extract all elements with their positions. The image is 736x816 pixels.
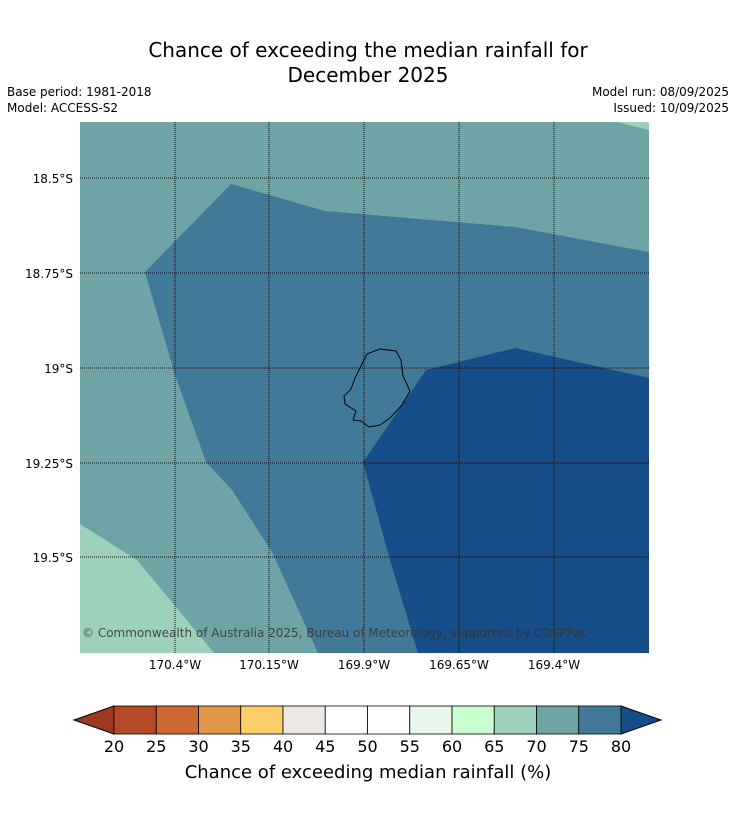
colorbar-segment — [282, 705, 326, 735]
colorbar-tick-label: 35 — [231, 737, 251, 756]
colorbar-segment — [198, 705, 242, 735]
colorbar-segment — [155, 705, 199, 735]
latitude-labels: 18.5°S 18.75°S 19°S 19.25°S 19.5°S — [25, 172, 73, 565]
colorbar-tick-label: 75 — [569, 737, 589, 756]
copyright-text: © Commonwealth of Australia 2025, Bureau… — [82, 626, 587, 640]
colorbar-tick-label: 20 — [104, 737, 124, 756]
longitude-labels: 170.4°W 170.15°W 169.9°W 169.65°W 169.4°… — [149, 658, 580, 672]
map-title: Chance of exceeding the median rainfall … — [0, 38, 736, 88]
region-80-plus — [363, 348, 649, 653]
colorbar-segment — [113, 705, 157, 735]
lat-label: 18.5°S — [33, 172, 73, 186]
model-run-text: Model run: 08/09/2025 — [591, 85, 729, 99]
colorbar-tick-label: 50 — [357, 737, 377, 756]
lat-label: 19.5°S — [33, 551, 73, 565]
left-metadata: Base period: 1981-2018 Model: ACCESS-S2 — [7, 84, 152, 116]
issued-text: Issued: 10/09/2025 — [613, 101, 729, 115]
lat-label: 18.75°S — [25, 267, 73, 281]
colorbar-segment — [409, 705, 453, 735]
lon-label: 170.15°W — [239, 658, 299, 672]
colorbar-over-arrow — [620, 705, 663, 735]
title-line-2: December 2025 — [287, 63, 449, 87]
map-area: © Commonwealth of Australia 2025, Bureau… — [80, 122, 649, 653]
colorbar-tick-label: 60 — [442, 737, 462, 756]
lat-label: 19°S — [44, 362, 73, 376]
colorbar-tick-label: 70 — [526, 737, 546, 756]
lon-label: 170.4°W — [149, 658, 201, 672]
colorbar-tick-label: 45 — [315, 737, 335, 756]
colorbar-tick-label: 30 — [188, 737, 208, 756]
colorbar-segment — [451, 705, 495, 735]
colorbar-segment — [536, 705, 580, 735]
title-line-1: Chance of exceeding the median rainfall … — [148, 38, 588, 62]
colorbar-segment — [367, 705, 411, 735]
colorbar: 20 25 30 35 40 45 50 55 60 65 70 75 80 Chance of exce… — [72, 705, 663, 783]
lon-label: 169.9°W — [338, 658, 390, 672]
lon-label: 169.4°W — [528, 658, 580, 672]
colorbar-tick-label: 80 — [611, 737, 631, 756]
model-text: Model: ACCESS-S2 — [7, 101, 119, 115]
colorbar-under-arrow — [72, 705, 115, 735]
island-coastline — [343, 348, 411, 428]
colorbar-segment — [578, 705, 622, 735]
colorbar-tick-label: 65 — [484, 737, 504, 756]
lat-label: 19.25°S — [25, 457, 73, 471]
gridlines — [80, 122, 649, 653]
colorbar-segment — [324, 705, 368, 735]
right-metadata: Model run: 08/09/2025 Issued: 10/09/2025 — [592, 84, 729, 116]
base-period-text: Base period: 1981-2018 — [7, 85, 152, 99]
region-65-70-north-east — [617, 122, 649, 130]
colorbar-tick-label: 40 — [273, 737, 293, 756]
lon-label: 169.65°W — [429, 658, 489, 672]
colorbar-tick-label: 55 — [400, 737, 420, 756]
colorbar-label: Chance of exceeding median rainfall (%) — [185, 762, 552, 783]
colorbar-segment — [493, 705, 537, 735]
region-65-70-south-west — [80, 524, 214, 653]
colorbar-segment — [240, 705, 284, 735]
colorbar-tick-label: 25 — [146, 737, 166, 756]
